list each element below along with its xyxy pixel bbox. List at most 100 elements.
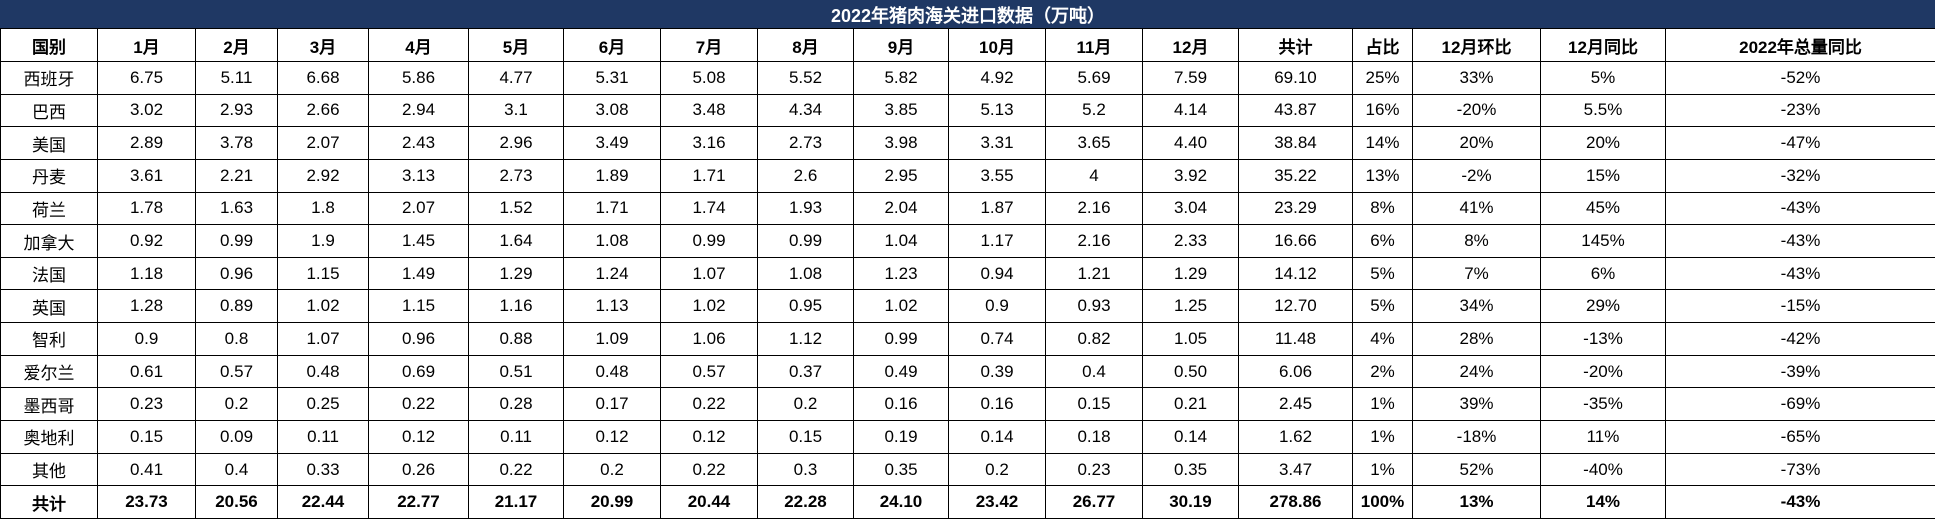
country-cell: 丹麦 <box>0 158 98 193</box>
value-cell: 1.29 <box>1142 256 1239 291</box>
value-cell: 30.19 <box>1142 485 1239 519</box>
value-cell: 5.82 <box>853 61 949 95</box>
value-cell: 6% <box>1352 224 1413 258</box>
value-cell: 5% <box>1352 256 1413 291</box>
value-cell: -43% <box>1664 256 1935 291</box>
value-cell: 24.10 <box>853 485 949 519</box>
column-header-17: 2022年总量同比 <box>1664 28 1935 62</box>
value-cell: 6.06 <box>1238 354 1353 389</box>
value-cell: 29% <box>1540 289 1666 324</box>
value-cell: 1.93 <box>757 191 854 226</box>
value-cell: 1.28 <box>97 289 196 324</box>
value-cell: -47% <box>1664 126 1935 160</box>
value-cell: 0.2 <box>195 387 278 422</box>
value-cell: 2.89 <box>97 126 196 160</box>
value-cell: 16% <box>1352 93 1413 128</box>
value-cell: 1.07 <box>660 256 758 291</box>
value-cell: -73% <box>1664 452 1935 487</box>
value-cell: 0.15 <box>757 420 854 454</box>
value-cell: 0.33 <box>277 452 369 487</box>
value-cell: 16.66 <box>1238 224 1353 258</box>
value-cell: -2% <box>1412 158 1541 193</box>
country-cell: 荷兰 <box>0 191 98 226</box>
value-cell: 15% <box>1540 158 1666 193</box>
value-cell: 3.49 <box>563 126 661 160</box>
value-cell: 278.86 <box>1238 485 1353 519</box>
value-cell: 3.55 <box>948 158 1046 193</box>
value-cell: 0.99 <box>853 322 949 356</box>
value-cell: 2.95 <box>853 158 949 193</box>
value-cell: 1.89 <box>563 158 661 193</box>
value-cell: 0.93 <box>1045 289 1143 324</box>
value-cell: 1.07 <box>277 322 369 356</box>
value-cell: 4.40 <box>1142 126 1239 160</box>
value-cell: 0.57 <box>660 354 758 389</box>
table-row-其他: 其他 0.41 0.4 0.33 0.26 0.22 0.2 0.22 0.3 0.35 0.2 0.… <box>0 452 1935 487</box>
value-cell: 0.2 <box>948 452 1046 487</box>
value-cell: 0.82 <box>1045 322 1143 356</box>
value-cell: 0.92 <box>97 224 196 258</box>
value-cell: -20% <box>1540 354 1666 389</box>
value-cell: 1.52 <box>468 191 564 226</box>
value-cell: 14% <box>1540 485 1666 519</box>
value-cell: 2.04 <box>853 191 949 226</box>
value-cell: 3.04 <box>1142 191 1239 226</box>
table-row-西班牙: 西班牙 6.75 5.11 6.68 5.86 4.77 5.31 5.08 5.52 5.82 4… <box>0 61 1935 95</box>
value-cell: 14% <box>1352 126 1413 160</box>
value-cell: 2.94 <box>368 93 469 128</box>
value-cell: 23.42 <box>948 485 1046 519</box>
value-cell: 0.94 <box>948 256 1046 291</box>
value-cell: -15% <box>1664 289 1935 324</box>
value-cell: 1.02 <box>660 289 758 324</box>
value-cell: 2.92 <box>277 158 369 193</box>
value-cell: 0.12 <box>660 420 758 454</box>
value-cell: 2.45 <box>1238 387 1353 422</box>
value-cell: 1.02 <box>853 289 949 324</box>
value-cell: 0.22 <box>660 387 758 422</box>
value-cell: 4 <box>1045 158 1143 193</box>
value-cell: 3.47 <box>1238 452 1353 487</box>
table-row-美国: 美国 2.89 3.78 2.07 2.43 2.96 3.49 3.16 2.73 3.98 3.… <box>0 126 1935 160</box>
table-row-巴西: 巴西 3.02 2.93 2.66 2.94 3.1 3.08 3.48 4.34 3.85 5.1… <box>0 93 1935 128</box>
value-cell: 0.61 <box>97 354 196 389</box>
value-cell: 0.39 <box>948 354 1046 389</box>
value-cell: 4.77 <box>468 61 564 95</box>
value-cell: 22.77 <box>368 485 469 519</box>
value-cell: -13% <box>1540 322 1666 356</box>
country-cell: 奥地利 <box>0 420 98 454</box>
value-cell: 3.48 <box>660 93 758 128</box>
value-cell: 6% <box>1540 256 1666 291</box>
table-row-墨西哥: 墨西哥 0.23 0.2 0.25 0.22 0.28 0.17 0.22 0.2 0.16 0.1… <box>0 387 1935 422</box>
value-cell: 5.52 <box>757 61 854 95</box>
value-cell: 7% <box>1412 256 1541 291</box>
value-cell: -18% <box>1412 420 1541 454</box>
column-header-8: 8月 <box>757 28 854 62</box>
column-header-4: 4月 <box>368 28 469 62</box>
value-cell: 69.10 <box>1238 61 1353 95</box>
value-cell: 7.59 <box>1142 61 1239 95</box>
value-cell: 0.35 <box>853 452 949 487</box>
value-cell: 23.73 <box>97 485 196 519</box>
value-cell: 28% <box>1412 322 1541 356</box>
value-cell: -39% <box>1664 354 1935 389</box>
value-cell: 0.48 <box>563 354 661 389</box>
value-cell: 0.35 <box>1142 452 1239 487</box>
value-cell: 0.49 <box>853 354 949 389</box>
value-cell: 5.13 <box>948 93 1046 128</box>
value-cell: 3.31 <box>948 126 1046 160</box>
value-cell: 5.31 <box>563 61 661 95</box>
value-cell: 0.9 <box>948 289 1046 324</box>
value-cell: 3.61 <box>97 158 196 193</box>
column-header-0: 国别 <box>0 28 98 62</box>
value-cell: 1% <box>1352 420 1413 454</box>
value-cell: 1.71 <box>660 158 758 193</box>
value-cell: 0.17 <box>563 387 661 422</box>
value-cell: 0.15 <box>97 420 196 454</box>
column-header-6: 6月 <box>563 28 661 62</box>
country-cell: 巴西 <box>0 93 98 128</box>
value-cell: 25% <box>1352 61 1413 95</box>
value-cell: 6.75 <box>97 61 196 95</box>
value-cell: 1.45 <box>368 224 469 258</box>
value-cell: 1.78 <box>97 191 196 226</box>
value-cell: 41% <box>1412 191 1541 226</box>
